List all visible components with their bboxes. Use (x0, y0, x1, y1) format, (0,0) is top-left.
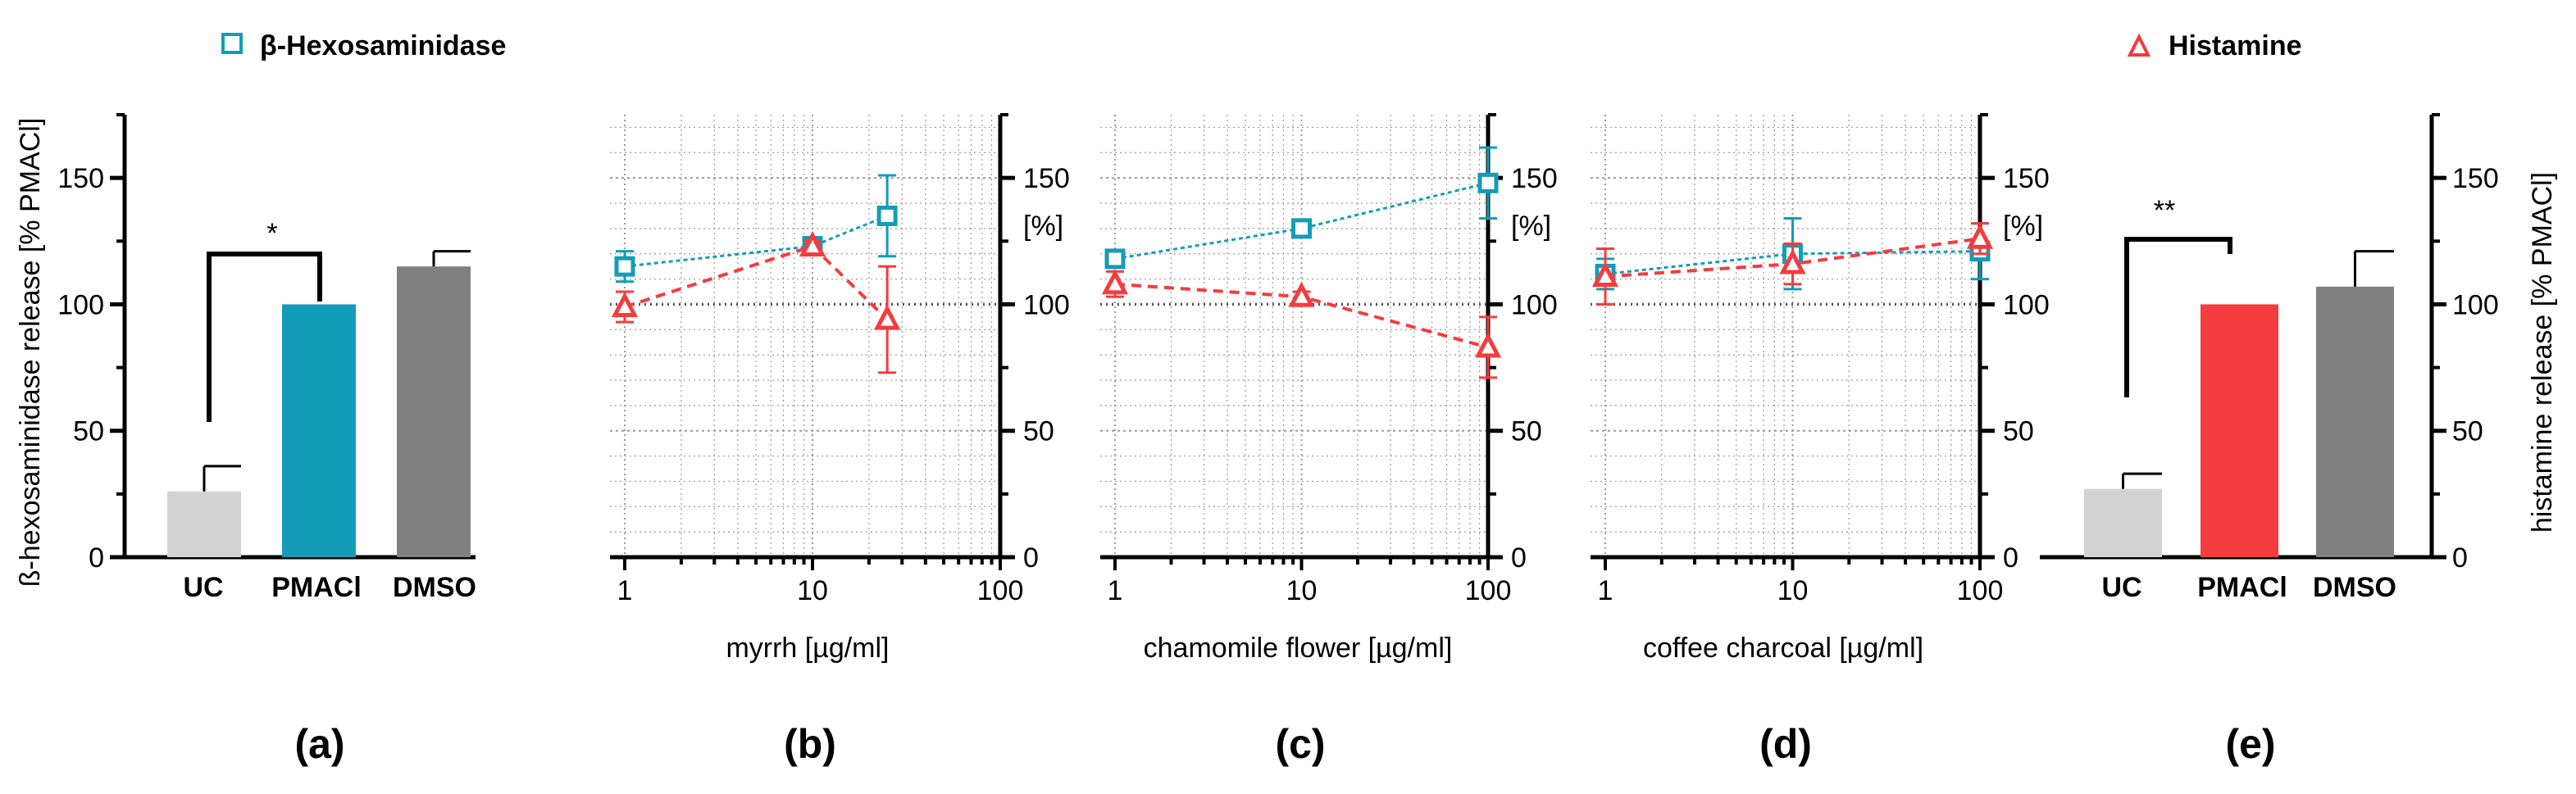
chart-panel-e: 0 50 100 150 UC PMACl DMSO ** histamine release … (2040, 113, 2558, 767)
data-point-hexosaminidase (876, 205, 898, 226)
y-tick-label: 100 (2452, 289, 2499, 320)
data-point-histamine (874, 304, 901, 330)
x-tick-label: 10 (797, 575, 828, 606)
category-label: DMSO (2313, 572, 2396, 603)
chart-panel-c: 0 50 100 150 [%] 1 10 100 chamomile flower [µg/m… (1100, 113, 1558, 767)
y-tick-label: 0 (89, 542, 104, 574)
x-tick-label: 10 (1286, 575, 1318, 606)
y-tick-label: 150 (2003, 163, 2050, 194)
legend-hist-marker (2127, 33, 2151, 57)
y-tick-label: 50 (1023, 416, 1054, 447)
y-tick-label: 50 (1511, 416, 1542, 447)
y-tick-label: 150 (1023, 163, 1070, 194)
data-point-histamine (1966, 223, 1994, 249)
significance-label: ** (2154, 195, 2175, 226)
panel-label: (b) (784, 721, 836, 767)
y-axis-label: histamine release [% PMACl] (2527, 172, 2558, 533)
data-point-histamine (799, 231, 826, 256)
x-tick-label: 10 (1777, 575, 1809, 606)
y-tick-label: 0 (2452, 542, 2468, 574)
y-tick-label: 150 (1511, 163, 1558, 194)
y-tick-label: 0 (1511, 542, 1527, 574)
series-line-hexosaminidase (624, 215, 888, 268)
legend-hex: β-Hexosaminidase (221, 30, 506, 61)
category-label: DMSO (393, 572, 476, 603)
bar (2084, 488, 2162, 557)
data-point-histamine (1591, 261, 1619, 287)
x-tick-label: 100 (977, 575, 1024, 606)
data-point-histamine (1474, 332, 1502, 358)
category-label: PMACl (2197, 572, 2287, 603)
significance-label: * (266, 218, 277, 249)
chart-panel-a: 0 50 100 150 UC PMACl DMSO * ß-hexosaminidase re… (15, 113, 476, 767)
y-axis-label: [%] (1023, 211, 1063, 242)
x-tick-label: 1 (617, 575, 633, 606)
category-label: PMACl (271, 572, 362, 603)
significance-bracket (207, 252, 322, 422)
legend-hist-label: Histamine (2169, 30, 2302, 61)
data-point-histamine (611, 292, 639, 318)
y-tick-label: 100 (1511, 289, 1558, 320)
data-point-hexosaminidase (614, 256, 635, 277)
category-label: UC (183, 572, 223, 603)
bar (167, 491, 241, 557)
x-tick-label: 1 (1108, 575, 1123, 606)
chart-panel-b: 0 50 100 150 [%] 1 10 100 myrrh [µg/ml] (b) (610, 113, 1070, 767)
y-tick-label: 50 (73, 416, 104, 447)
panel-label: (a) (294, 721, 344, 767)
category-label: UC (2101, 572, 2141, 603)
legend-hex-marker (221, 33, 243, 54)
y-tick-label: 100 (1023, 289, 1070, 320)
y-axis-label: [%] (2003, 211, 2043, 242)
y-tick-label: 50 (2452, 416, 2483, 447)
y-tick-label: 150 (2452, 163, 2499, 194)
x-axis-label: myrrh [µg/ml] (726, 633, 889, 664)
panel-label: (e) (2225, 721, 2275, 767)
data-point-histamine (1101, 269, 1129, 295)
data-point-hexosaminidase (1291, 218, 1312, 239)
panel-label: (d) (1759, 721, 1812, 767)
data-point-histamine (1779, 248, 1806, 274)
x-tick-label: 100 (1957, 575, 2004, 606)
bar (397, 266, 471, 557)
significance-bracket (2124, 237, 2232, 397)
bar (2201, 304, 2278, 557)
bar (282, 304, 356, 557)
x-axis-label: coffee charcoal [µg/ml] (1643, 633, 1923, 664)
y-tick-label: 50 (2003, 416, 2034, 447)
series-line-hexosaminidase (1114, 181, 1489, 261)
y-tick-label: 150 (57, 163, 104, 194)
x-tick-label: 100 (1465, 575, 1512, 606)
x-axis-label: chamomile flower [µg/ml] (1144, 633, 1453, 664)
panel-label: (c) (1275, 721, 1325, 767)
bar (2316, 286, 2394, 557)
y-tick-label: 100 (2003, 289, 2050, 320)
y-axis-label: ß-hexosaminidase release [% PMACl] (15, 118, 46, 588)
legend-hist: Histamine (2127, 30, 2302, 61)
data-point-hexosaminidase (1104, 248, 1126, 270)
y-tick-label: 0 (2003, 542, 2018, 574)
legend-hex-label: β-Hexosaminidase (260, 30, 506, 61)
data-point-hexosaminidase (1477, 172, 1499, 193)
data-point-histamine (1288, 281, 1315, 307)
y-tick-label: 100 (57, 289, 104, 320)
y-axis-label: [%] (1511, 211, 1551, 242)
y-tick-label: 0 (1023, 542, 1039, 574)
chart-panel-d: 0 50 100 150 [%] 1 10 100 coffee charcoal [µg/ml… (1591, 113, 2050, 767)
x-tick-label: 1 (1598, 575, 1613, 606)
